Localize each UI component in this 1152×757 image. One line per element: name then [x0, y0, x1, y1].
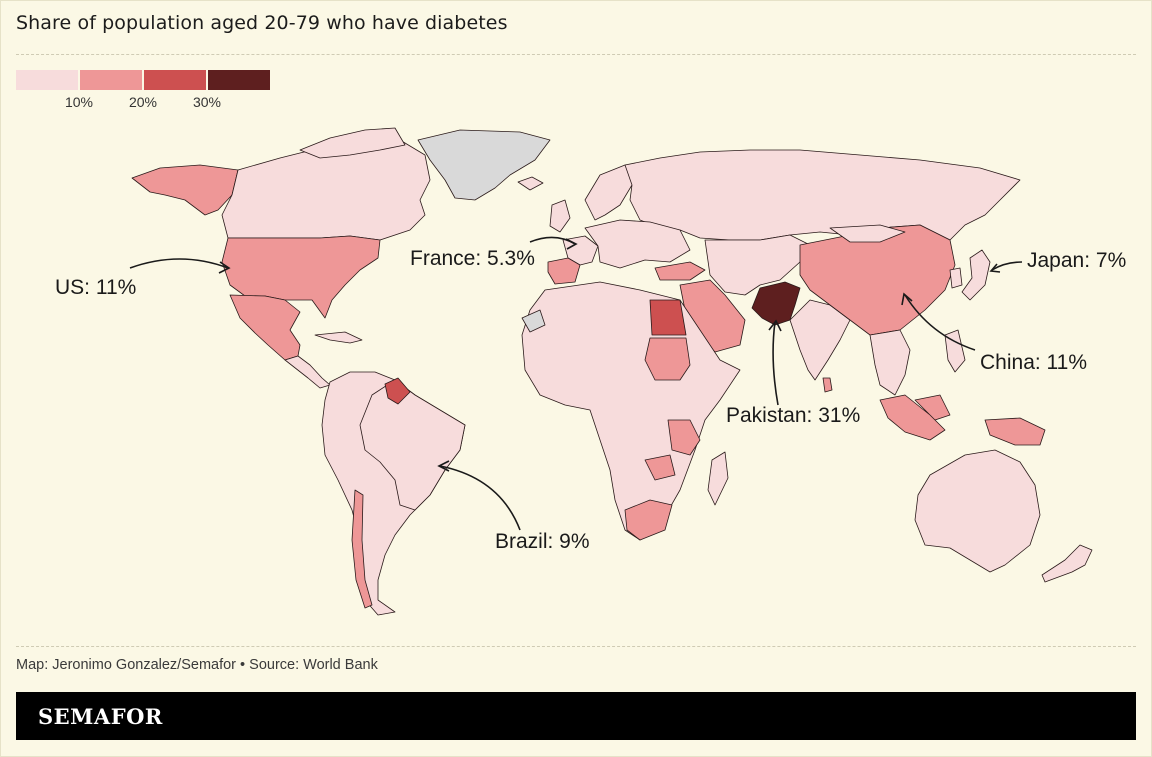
country-egypt [649, 299, 687, 336]
region-central-america [284, 355, 331, 389]
semafor-logo: SEMAFOR [38, 704, 163, 729]
country-greenland [417, 129, 551, 201]
country-sudan [644, 337, 691, 381]
country-japan [961, 249, 991, 301]
japan-arrow [991, 261, 1023, 271]
header-divider [16, 54, 1136, 55]
country-spain [547, 257, 581, 285]
brand-footer-bar: SEMAFOR [16, 692, 1136, 740]
annotation-pakistan: Pakistan: 31% [726, 404, 861, 427]
us-arrow [129, 258, 229, 269]
legend-tick-30: 30% [192, 94, 222, 110]
country-new-zealand [1041, 544, 1093, 583]
pakistan-arrow [772, 321, 779, 406]
footer-divider [16, 646, 1136, 647]
country-indonesia [879, 394, 1046, 446]
country-australia [914, 449, 1041, 573]
annotation-france: France: 5.3% [410, 247, 535, 270]
us-arrowhead [218, 261, 231, 274]
japan-arrowhead [989, 263, 1001, 273]
country-iceland [517, 176, 544, 191]
brazil-arrowhead [437, 460, 450, 472]
land-masses [131, 127, 1093, 616]
annotation-us: US: 11% [55, 276, 137, 299]
country-south-africa [624, 499, 673, 541]
country-mongolia [829, 224, 906, 243]
china-arrow [904, 294, 976, 351]
annotation-brazil: Brazil: 9% [495, 530, 590, 553]
country-madagascar [707, 451, 729, 506]
legend-swatch-bin-1 [16, 70, 78, 90]
legend-tick-10: 10% [64, 94, 94, 110]
country-mexico [229, 294, 301, 361]
country-chile [351, 489, 373, 609]
country-alaska [131, 164, 239, 216]
country-sri-lanka [822, 377, 833, 393]
france-arrowhead [565, 238, 578, 250]
region-arctic-islands [299, 127, 406, 159]
legend-swatch-bin-4 [208, 70, 270, 90]
country-philippines [944, 329, 966, 373]
annotation-china: China: 11% [980, 351, 1088, 374]
legend-swatch-bin-2 [80, 70, 142, 90]
country-brazil [359, 379, 466, 511]
country-india [789, 299, 851, 381]
annotation-arrows [129, 236, 1023, 531]
source-credit: Map: Jeronimo Gonzalez/Semafor • Source:… [16, 657, 378, 673]
country-russia [624, 149, 1021, 241]
china-arrowhead [901, 292, 913, 306]
region-southeast-asia [869, 329, 911, 396]
region-europe [584, 219, 691, 269]
country-korea [949, 267, 963, 289]
region-guianas [384, 377, 411, 405]
country-united-kingdom [549, 199, 571, 233]
pakistan-arrowhead [768, 319, 782, 332]
country-tanzania [667, 419, 701, 456]
legend-swatch-bin-3 [144, 70, 206, 90]
country-turkey [654, 261, 706, 281]
color-legend: 10% 20% 30% [16, 70, 272, 110]
region-western-sahara [521, 309, 546, 333]
annotation-japan: Japan: 7% [1027, 249, 1127, 272]
country-united-states [221, 235, 381, 319]
country-zimbabwe [644, 454, 676, 481]
region-central-asia [704, 234, 811, 296]
region-caribbean [314, 331, 363, 344]
legend-tick-20: 20% [128, 94, 158, 110]
brazil-arrow [439, 465, 521, 531]
chart-title: Share of population aged 20-79 who have … [16, 12, 508, 34]
country-china [799, 224, 956, 336]
